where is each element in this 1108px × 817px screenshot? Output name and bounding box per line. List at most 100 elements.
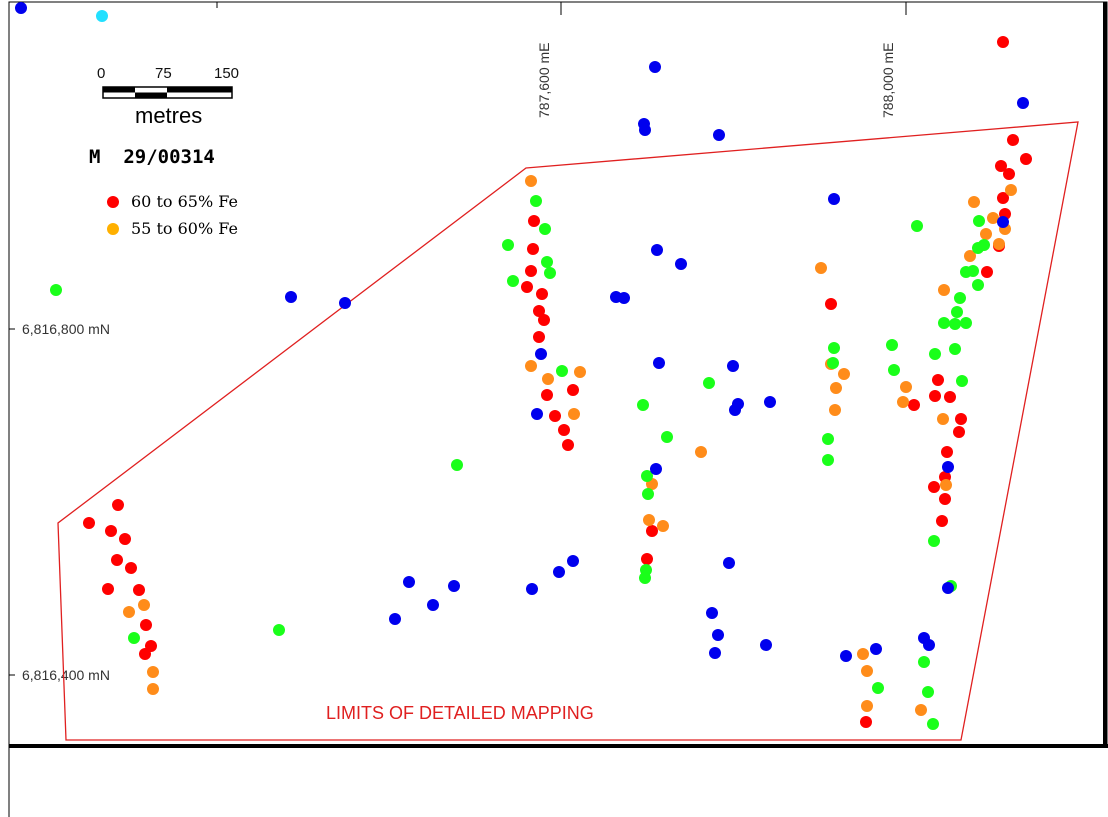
sample-point-green (451, 459, 463, 471)
sample-point-red (941, 446, 953, 458)
sample-point-green (827, 357, 839, 369)
sample-point-green (703, 377, 715, 389)
sample-point-orange (525, 175, 537, 187)
sample-point-blue (760, 639, 772, 651)
sample-point-orange (900, 381, 912, 393)
sample-point-blue (942, 582, 954, 594)
sample-point-green (128, 632, 140, 644)
northing-label-6816400: 6,816,400 mN (22, 667, 110, 683)
sample-point-green (642, 488, 654, 500)
sample-point-orange (861, 700, 873, 712)
sample-point-orange (968, 196, 980, 208)
sample-point-green (967, 265, 979, 277)
sample-point-red (536, 288, 548, 300)
sample-point-red (111, 554, 123, 566)
sample-point-orange (838, 368, 850, 380)
sample-points (15, 2, 1032, 730)
sample-point-blue (653, 357, 665, 369)
sample-point-blue (709, 647, 721, 659)
sample-point-orange (829, 404, 841, 416)
sample-point-red (125, 562, 137, 574)
sample-point-red (1020, 153, 1032, 165)
sample-point-orange (938, 284, 950, 296)
sample-point-blue (675, 258, 687, 270)
sample-point-blue (764, 396, 776, 408)
sample-point-green (641, 470, 653, 482)
legend-label-mid-grade: 55 to 60% Fe (131, 219, 238, 238)
sample-point-green (828, 342, 840, 354)
sample-point-blue (650, 463, 662, 475)
sample-point-red (944, 391, 956, 403)
sample-point-red (105, 525, 117, 537)
sample-point-orange (830, 382, 842, 394)
sample-point-red (860, 716, 872, 728)
sample-point-green (927, 718, 939, 730)
sample-point-red (538, 314, 550, 326)
sample-point-orange (542, 373, 554, 385)
sample-point-red (908, 399, 920, 411)
sample-point-red (102, 583, 114, 595)
sample-point-green (888, 364, 900, 376)
sample-point-red (533, 331, 545, 343)
sample-point-red (1007, 134, 1019, 146)
sample-point-blue (448, 580, 460, 592)
sample-point-blue (403, 576, 415, 588)
sample-point-green (822, 433, 834, 445)
mapping-limit-boundary (57, 121, 1079, 741)
sample-point-blue (618, 292, 630, 304)
sample-point-orange (915, 704, 927, 716)
sample-point-green (530, 195, 542, 207)
sample-point-green (541, 256, 553, 268)
sample-point-green (973, 215, 985, 227)
sample-point-orange (861, 665, 873, 677)
sample-point-blue (649, 61, 661, 73)
sample-point-blue (997, 216, 1009, 228)
sample-point-red (995, 160, 1007, 172)
sample-point-blue (923, 639, 935, 651)
sample-point-red (562, 439, 574, 451)
sample-point-red (825, 298, 837, 310)
sample-point-orange (643, 514, 655, 526)
sample-point-red (1003, 168, 1015, 180)
sample-point-red (541, 389, 553, 401)
sample-point-green (949, 343, 961, 355)
sample-point-orange (897, 396, 909, 408)
sample-point-green (556, 365, 568, 377)
sample-point-red (533, 305, 545, 317)
sample-point-blue (526, 583, 538, 595)
sample-point-blue (828, 193, 840, 205)
sample-point-green (661, 431, 673, 443)
sample-point-green (978, 239, 990, 251)
sample-point-orange (525, 360, 537, 372)
sample-point-green (507, 275, 519, 287)
sample-point-blue (553, 566, 565, 578)
sample-point-green (637, 399, 649, 411)
sample-point-orange (138, 599, 150, 611)
sample-point-orange (568, 408, 580, 420)
sample-point-red (641, 553, 653, 565)
sample-point-red (525, 265, 537, 277)
sample-point-red (936, 515, 948, 527)
sample-point-blue (339, 297, 351, 309)
sample-point-red (646, 525, 658, 537)
sample-point-orange (147, 683, 159, 695)
sample-point-blue (651, 244, 663, 256)
northing-label-6816800: 6,816,800 mN (22, 321, 110, 337)
sample-point-orange (815, 262, 827, 274)
sample-point-green (639, 572, 651, 584)
sample-point-green (956, 375, 968, 387)
legend: 60 to 65% Fe 55 to 60% Fe (107, 192, 238, 238)
sample-point-green (951, 306, 963, 318)
sample-point-blue (729, 404, 741, 416)
sample-point-blue (15, 2, 27, 14)
sample-point-red (549, 410, 561, 422)
sample-point-red (929, 390, 941, 402)
sample-point-blue (639, 124, 651, 136)
sample-point-red (997, 36, 1009, 48)
sample-point-red (527, 243, 539, 255)
sample-point-orange (657, 520, 669, 532)
sample-point-red (558, 424, 570, 436)
sample-point-red (567, 384, 579, 396)
sample-point-red (521, 281, 533, 293)
